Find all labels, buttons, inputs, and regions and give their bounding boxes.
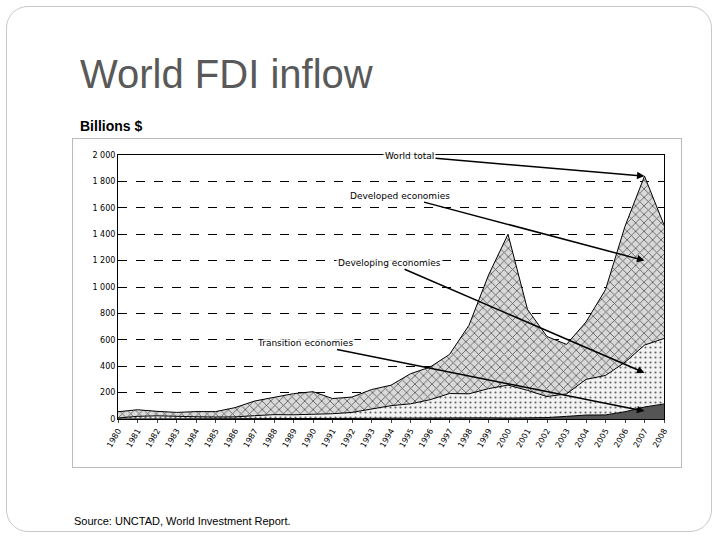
svg-text:1 600: 1 600 <box>92 204 115 213</box>
svg-text:1980: 1980 <box>105 427 123 449</box>
svg-text:1985: 1985 <box>203 427 221 449</box>
svg-text:1988: 1988 <box>261 427 279 449</box>
svg-text:1986: 1986 <box>222 427 240 449</box>
html-text:Source: UNCTAD, World Investme: Source: UNCTAD, World Investment Report. <box>74 515 291 527</box>
svg-text:400: 400 <box>100 362 115 371</box>
svg-text:1989: 1989 <box>281 427 299 449</box>
svg-text:1993: 1993 <box>359 427 377 449</box>
html-text:Billions $: Billions $ <box>80 118 143 134</box>
svg-text:2000: 2000 <box>495 427 513 449</box>
svg-text:Developing economies: Developing economies <box>338 258 441 268</box>
svg-text:1982: 1982 <box>144 427 162 449</box>
svg-text:1991: 1991 <box>320 427 338 449</box>
svg-text:2005: 2005 <box>593 427 611 449</box>
svg-text:200: 200 <box>100 388 115 397</box>
svg-text:2 000: 2 000 <box>92 151 115 160</box>
svg-text:0: 0 <box>110 415 115 424</box>
svg-text:1983: 1983 <box>164 427 182 449</box>
svg-text:Transition economies: Transition economies <box>257 338 353 348</box>
svg-text:600: 600 <box>100 336 115 345</box>
svg-text:1 200: 1 200 <box>92 256 115 265</box>
svg-text:1981: 1981 <box>125 427 143 449</box>
svg-text:World total: World total <box>385 151 434 161</box>
svg-text:800: 800 <box>100 309 115 318</box>
svg-text:1998: 1998 <box>456 427 474 449</box>
svg-text:1996: 1996 <box>417 427 435 449</box>
svg-text:1 800: 1 800 <box>92 177 115 186</box>
svg-text:2003: 2003 <box>554 427 572 449</box>
svg-text:2007: 2007 <box>632 427 650 449</box>
svg-text:2004: 2004 <box>573 427 591 449</box>
svg-text:1987: 1987 <box>242 427 260 449</box>
svg-text:Developed economies: Developed economies <box>350 191 450 201</box>
svg-text:1992: 1992 <box>339 427 357 449</box>
svg-text:1994: 1994 <box>378 427 396 449</box>
svg-text:1984: 1984 <box>183 427 201 449</box>
svg-text:2002: 2002 <box>534 427 552 449</box>
html-text:World FDI inflow: World FDI inflow <box>80 52 373 96</box>
svg-text:1997: 1997 <box>437 427 455 449</box>
svg-text:1995: 1995 <box>398 427 416 449</box>
svg-text:1990: 1990 <box>300 427 318 449</box>
svg-text:2001: 2001 <box>515 427 533 449</box>
svg-text:1999: 1999 <box>476 427 494 449</box>
svg-text:2006: 2006 <box>612 427 630 449</box>
svg-text:2008: 2008 <box>651 427 669 449</box>
svg-text:1 000: 1 000 <box>92 283 115 292</box>
svg-text:1 400: 1 400 <box>92 230 115 239</box>
